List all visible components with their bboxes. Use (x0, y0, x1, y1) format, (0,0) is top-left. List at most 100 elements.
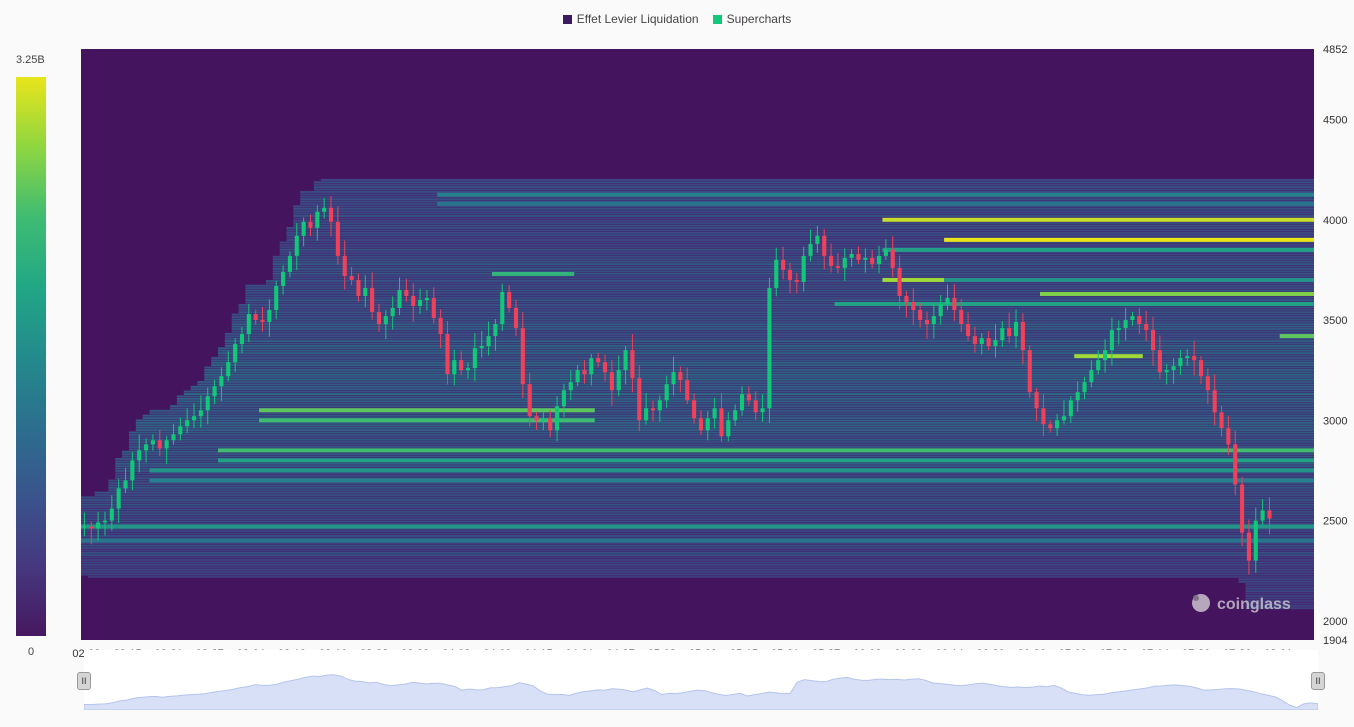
candle-body (1075, 392, 1080, 401)
heat-stripe (272, 270, 1314, 273)
candle-body (1048, 424, 1053, 429)
heat-stripe (115, 465, 1314, 468)
candle-body (986, 338, 991, 347)
candle-body (431, 297, 436, 319)
candle-body (671, 372, 676, 385)
navigator-area[interactable] (83, 650, 1319, 711)
time-navigator[interactable] (83, 650, 1319, 711)
candle-body (116, 488, 121, 509)
heat-stripe (286, 234, 1314, 237)
candle-body (589, 358, 594, 375)
heat-stripe (81, 518, 1314, 521)
candle-body (260, 320, 265, 323)
candle-body (1055, 420, 1060, 429)
heat-stripe (313, 186, 1314, 189)
heat-stripe (272, 255, 1314, 258)
heat-stripe (128, 441, 1315, 444)
heat-stripe (81, 537, 1314, 540)
heat-stripe (81, 496, 1314, 499)
heat-stripe (1245, 592, 1314, 595)
candle-body (548, 418, 553, 431)
heat-stripe (128, 443, 1315, 446)
candle-body (1096, 360, 1101, 371)
legend-item[interactable]: Effet Levier Liquidation (562, 12, 699, 26)
heat-band (218, 448, 1314, 453)
candle-body (253, 314, 258, 321)
candle-body (794, 279, 799, 282)
colorbar (16, 77, 46, 636)
heat-stripe (245, 291, 1314, 294)
heat-stripe (81, 532, 1314, 535)
candle-body (445, 334, 450, 375)
candle-body (644, 408, 649, 421)
candle-body (609, 372, 614, 391)
heat-stripe (279, 241, 1314, 244)
navigator-right-handle[interactable]: II (1311, 672, 1325, 690)
heat-stripe (293, 214, 1315, 217)
candle-body (507, 291, 512, 309)
candle-body (1144, 324, 1149, 331)
y-tick-label: 2000 (1323, 616, 1347, 628)
candle-body (274, 285, 279, 311)
heat-band (1074, 354, 1143, 359)
candle-body (931, 316, 936, 325)
heat-stripe (81, 513, 1314, 516)
candle-body (404, 289, 409, 296)
candle-body (239, 334, 245, 345)
heat-stripe (231, 330, 1315, 333)
heat-stripe (204, 376, 1314, 379)
heat-stripe (1245, 585, 1314, 588)
legend-label: Effet Levier Liquidation (576, 12, 699, 26)
colorbar-max-label: 3.25B (16, 54, 45, 66)
heat-band (944, 237, 1314, 242)
heat-stripe (190, 388, 1315, 391)
candle-body (301, 221, 306, 236)
heat-stripe (1245, 597, 1314, 600)
candle-body (966, 324, 971, 337)
candle-body (335, 221, 340, 256)
heat-stripe (176, 402, 1314, 405)
candle-body (829, 255, 834, 266)
heat-stripe (81, 554, 1314, 557)
heat-stripe (81, 522, 1314, 525)
heat-stripe (176, 395, 1314, 398)
heat-stripe (81, 501, 1314, 504)
candle-body (1061, 416, 1067, 421)
candle-body (144, 444, 149, 451)
candle-body (130, 460, 135, 481)
heat-stripe (204, 368, 1314, 371)
heat-stripe (108, 482, 1314, 485)
heat-stripe (81, 530, 1314, 533)
candle-body (479, 346, 484, 349)
heat-stripe (197, 383, 1315, 386)
navigator-left-handle[interactable]: II (77, 672, 91, 690)
heat-stripe (238, 308, 1314, 311)
candle-body (1212, 390, 1217, 413)
candle-body (842, 257, 847, 268)
heat-stripe (128, 445, 1315, 448)
candle-body (178, 426, 183, 435)
heat-stripe (115, 474, 1314, 477)
legend-item[interactable]: Supercharts (712, 12, 791, 26)
candle-body (315, 211, 320, 228)
heat-band (149, 478, 1314, 483)
candle-body (527, 384, 532, 417)
heat-stripe (204, 371, 1314, 374)
heat-stripe (300, 200, 1314, 203)
heat-stripe (218, 349, 1314, 352)
candle-body (918, 310, 923, 321)
candle-body (568, 382, 573, 391)
candle-body (746, 394, 751, 401)
heat-stripe (81, 566, 1314, 569)
candle-body (726, 420, 731, 437)
candle-body (856, 253, 861, 260)
heat-stripe (1245, 595, 1314, 598)
candle-body (1192, 356, 1197, 361)
heat-stripe (122, 453, 1315, 456)
candle-body (1171, 366, 1176, 371)
heat-stripe (218, 347, 1314, 350)
heat-stripe (1245, 583, 1314, 586)
candle-body (774, 259, 779, 288)
heat-stripe (313, 188, 1314, 191)
